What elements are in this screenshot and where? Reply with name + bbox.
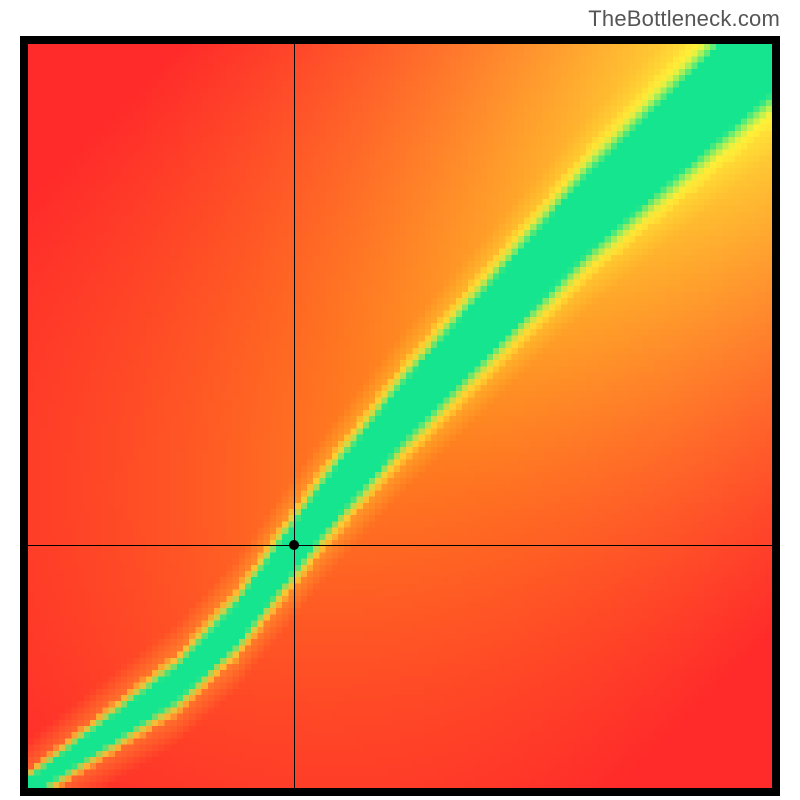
plot-frame	[20, 36, 780, 796]
plot-area	[28, 44, 772, 788]
heatmap-canvas	[28, 44, 772, 788]
attribution-text: TheBottleneck.com	[588, 6, 780, 32]
chart-container: TheBottleneck.com	[0, 0, 800, 800]
crosshair-horizontal	[28, 545, 772, 546]
crosshair-vertical	[294, 44, 295, 788]
